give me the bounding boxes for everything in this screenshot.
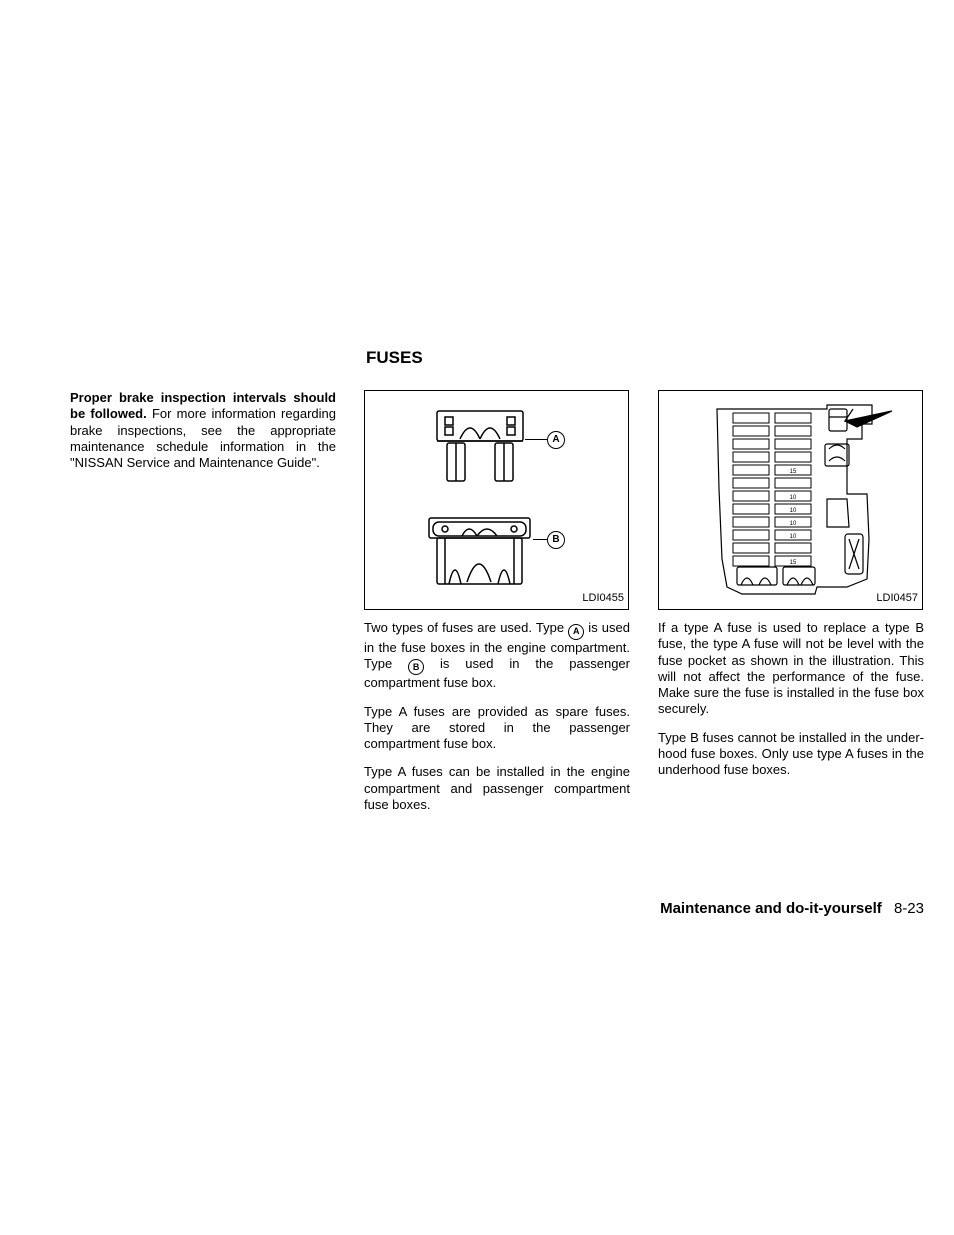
footer-page-number: 8-23 xyxy=(894,900,924,917)
svg-text:10: 10 xyxy=(790,534,797,540)
svg-text:10: 10 xyxy=(790,521,797,527)
spare-fuses-paragraph: Type A fuses are provided as spare fuses… xyxy=(364,704,630,753)
callout-b-circle: B xyxy=(547,531,565,549)
fusebox-drawing: 15 10 10 10 10 15 xyxy=(697,399,907,599)
svg-text:10: 10 xyxy=(790,495,797,501)
column-1: Proper brake inspection intervals should… xyxy=(70,390,336,813)
fuse-types-paragraph: Two types of fuses are used. Type A is u… xyxy=(364,620,630,692)
figure-fusebox: 15 10 10 10 10 15 LDI0457 xyxy=(658,390,923,610)
p1a: Two types of fuses are used. Type xyxy=(364,620,568,635)
column-3: 15 10 10 10 10 15 LDI0457 If a type A fuse is… xyxy=(658,390,924,813)
figure-1-label: LDI0455 xyxy=(582,592,624,606)
callout-line-b xyxy=(533,539,547,541)
brake-inspection-paragraph: Proper brake inspection intervals should… xyxy=(70,390,336,471)
callout-a: A xyxy=(547,430,565,449)
install-paragraph: Type A fuses can be installed in the eng… xyxy=(364,764,630,813)
svg-text:15: 15 xyxy=(790,560,797,566)
type-b-restriction-paragraph: Type B fuses cannot be installed in the … xyxy=(658,730,924,779)
footer-section: Maintenance and do-it-yourself xyxy=(660,900,882,917)
inline-circled-a-icon: A xyxy=(568,624,584,640)
figure-fuse-types: A xyxy=(364,390,629,610)
manual-page: FUSES Proper brake inspection intervals … xyxy=(0,0,954,1235)
inline-circled-b-icon: B xyxy=(408,659,424,675)
columns-layout: Proper brake inspection intervals should… xyxy=(70,390,924,813)
callout-line-a xyxy=(525,439,547,441)
svg-text:10: 10 xyxy=(790,508,797,514)
type-a-replace-paragraph: If a type A fuse is used to replace a ty… xyxy=(658,620,924,718)
column-2: A xyxy=(364,390,630,813)
callout-a-circle: A xyxy=(547,431,565,449)
fuse-type-b-drawing xyxy=(427,516,532,586)
fuse-type-a-drawing xyxy=(435,409,525,484)
svg-text:15: 15 xyxy=(790,469,797,475)
callout-b: B xyxy=(547,530,565,549)
figure-2-label: LDI0457 xyxy=(876,592,918,606)
section-heading: FUSES xyxy=(366,348,423,368)
page-footer: Maintenance and do-it-yourself 8-23 xyxy=(660,900,924,917)
